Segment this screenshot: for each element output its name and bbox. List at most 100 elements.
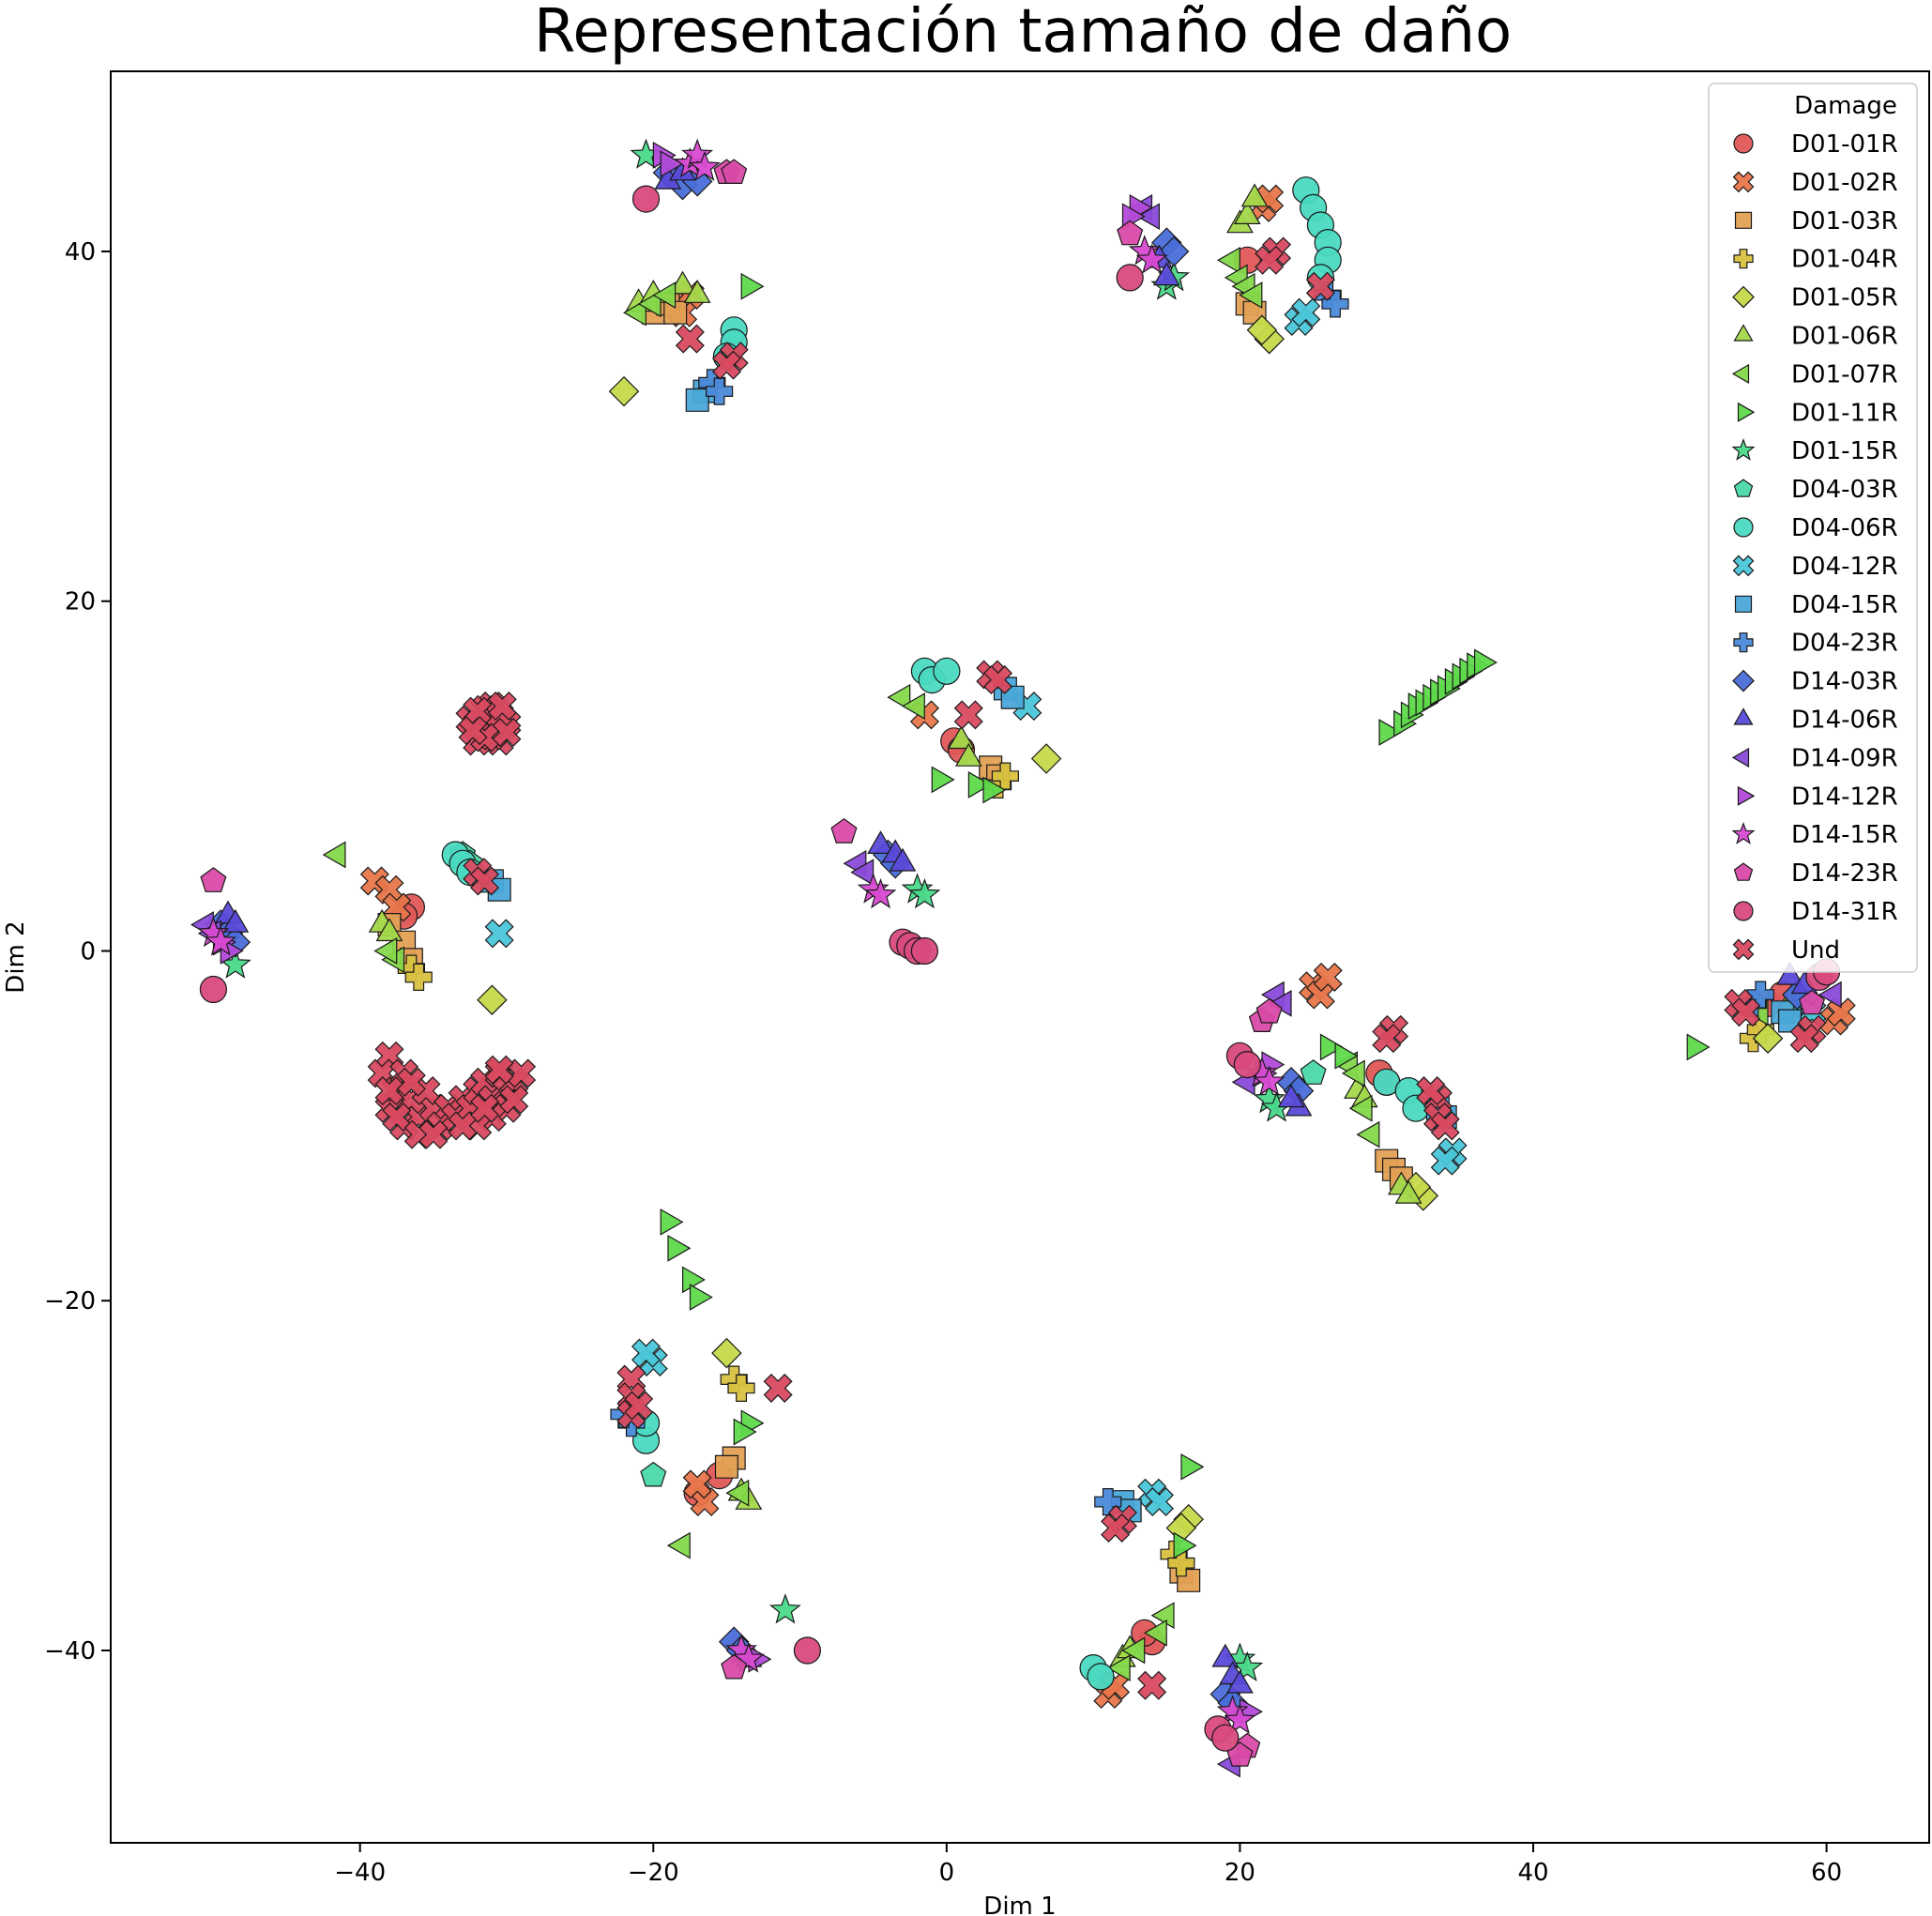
legend-label: D04-06R (1791, 514, 1898, 542)
legend-marker (1732, 285, 1755, 309)
legend-label: D01-07R (1791, 360, 1898, 388)
data-point (1173, 1531, 1197, 1559)
data-point (499, 1085, 529, 1115)
legend-marker (1731, 747, 1750, 768)
data-point (652, 281, 677, 309)
legend-marker (1733, 632, 1754, 653)
legend-marker (1734, 595, 1753, 613)
data-point (793, 1636, 822, 1665)
data-point (733, 1418, 757, 1446)
data-point (1101, 1513, 1131, 1543)
data-point (205, 925, 237, 956)
data-point (396, 1067, 426, 1097)
data-point (470, 866, 500, 896)
data-point (705, 377, 734, 405)
data-point (382, 1102, 412, 1133)
data-point (624, 1391, 654, 1421)
data-point (1211, 1643, 1240, 1667)
legend-marker (1733, 901, 1754, 921)
legend-marker (1732, 555, 1755, 577)
data-point (1255, 997, 1283, 1024)
data-point (1106, 1654, 1131, 1682)
data-point (681, 1266, 706, 1294)
data-point (663, 300, 688, 325)
legend-label: D04-12R (1791, 553, 1898, 581)
data-point (867, 830, 894, 855)
legend-items: D01-01R D01-02R D01-03R D01-04R D01-05R D01-0… (1731, 130, 1898, 965)
data-point (448, 1111, 478, 1141)
data-point (982, 776, 1007, 804)
data-point (477, 984, 508, 1015)
legend-label: D14-06R (1791, 707, 1898, 735)
data-point (1180, 1452, 1205, 1481)
legend-marker (1732, 171, 1755, 193)
data-point (681, 138, 714, 169)
data-point (1158, 236, 1190, 267)
data-point (682, 1469, 712, 1499)
legend-label: D01-06R (1791, 323, 1898, 351)
data-point (322, 841, 346, 869)
legend: Damage D01-01RD01-02RD01-03RD01-04RD01-0… (1708, 83, 1918, 973)
data-point (1087, 1663, 1115, 1691)
data-point (1731, 997, 1761, 1027)
x-tick-label: 60 (1811, 1859, 1842, 1887)
data-point (727, 1374, 755, 1403)
x-axis-ticks: −40 −20 0 20 40 60 (334, 1843, 1842, 1887)
legend-title: Damage (1794, 92, 1897, 120)
data-point (1226, 1669, 1254, 1694)
data-point (200, 867, 227, 892)
data-point (1341, 1059, 1365, 1087)
data-point (1789, 1024, 1819, 1054)
data-point (666, 1531, 691, 1559)
legend-label: D01-01R (1791, 130, 1898, 159)
data-point (484, 919, 514, 949)
legend-marker (1731, 437, 1756, 461)
data-point (685, 388, 709, 412)
data-point (721, 159, 748, 184)
data-point (725, 1479, 750, 1507)
data-point (1150, 1602, 1175, 1630)
data-point (1776, 961, 1803, 985)
y-axis-label: Dim 2 (2, 920, 30, 993)
data-point (1255, 245, 1285, 275)
y-axis-ticks: −40 −20 0 20 40 (44, 238, 111, 1665)
data-point (404, 963, 433, 992)
data-point (1334, 1042, 1359, 1070)
data-point (660, 1208, 684, 1236)
y-tick-label: 40 (65, 238, 96, 266)
data-point (887, 683, 911, 711)
data-point (675, 324, 705, 354)
data-point (1746, 981, 1774, 1009)
legend-marker (1733, 249, 1754, 269)
legend-marker (1733, 862, 1754, 881)
data-point (1300, 1059, 1327, 1085)
data-point (763, 1373, 793, 1403)
data-point (1239, 281, 1263, 309)
legend-marker (1731, 363, 1750, 384)
data-point (1277, 1084, 1305, 1108)
data-point (1224, 1703, 1256, 1734)
data-point (1117, 220, 1144, 246)
data-point (714, 1454, 738, 1479)
data-point (1233, 201, 1261, 224)
data-point (1305, 271, 1335, 301)
data-point (1167, 1549, 1195, 1577)
data-point (689, 150, 721, 181)
data-point (1798, 989, 1826, 1015)
data-point (1313, 962, 1343, 992)
data-point (850, 859, 875, 886)
chart-title: Representación tamaño de daño (534, 0, 1512, 67)
legend-label: D01-15R (1791, 437, 1898, 465)
data-point (953, 700, 983, 730)
data-point (732, 1642, 765, 1673)
legend-marker (1733, 517, 1754, 538)
legend-label: D14-09R (1791, 744, 1898, 772)
legend-marker (1731, 821, 1756, 844)
data-marks (190, 138, 1856, 1778)
data-point (1319, 1033, 1344, 1061)
data-point (830, 817, 858, 844)
data-point (199, 975, 227, 1004)
x-tick-label: 20 (1225, 1859, 1255, 1887)
data-point (1416, 1076, 1446, 1106)
data-point (458, 716, 488, 746)
